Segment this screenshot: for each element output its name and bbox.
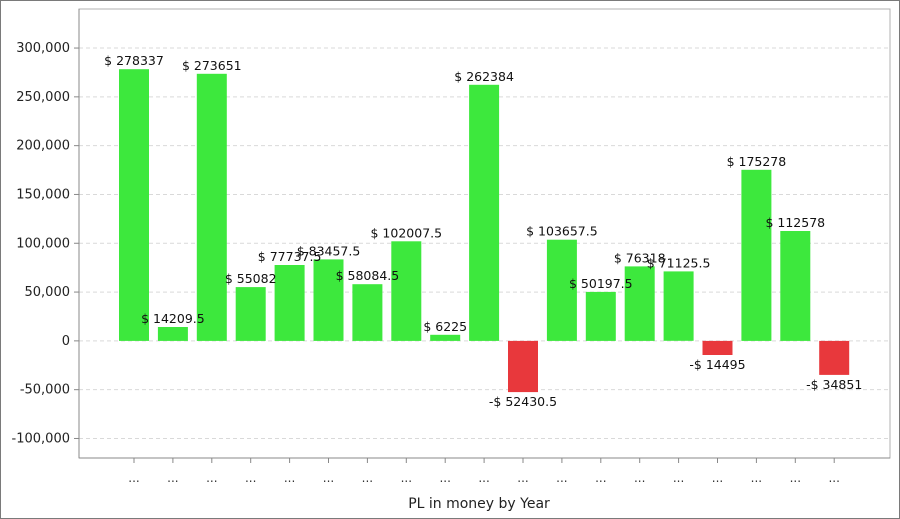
bars-layer xyxy=(119,69,850,393)
data-labels-layer: $ 278337 $ 14209.5 $ 273651 $ 55082 $ 77737.… xyxy=(104,53,862,409)
data-label: $ 58084.5 xyxy=(336,268,400,283)
y-tick-label: -100,000 xyxy=(12,431,70,446)
x-tick-label: ... xyxy=(362,471,373,485)
axis-layer: -100,000 -50,000 0 50,000 100,000 150,000 200,… xyxy=(12,9,890,485)
x-tick-label: ... xyxy=(712,471,723,485)
bar xyxy=(119,69,149,341)
data-label: $ 175278 xyxy=(727,154,787,169)
bar xyxy=(546,239,577,341)
bar xyxy=(585,291,616,341)
y-tick-label: 250,000 xyxy=(16,90,70,105)
bar xyxy=(819,340,850,375)
data-label: $ 50197.5 xyxy=(569,276,633,291)
bar xyxy=(235,287,266,341)
data-label: $ 273651 xyxy=(182,58,242,73)
data-label: $ 262384 xyxy=(454,69,514,84)
data-label: -$ 52430.5 xyxy=(489,394,557,409)
bar xyxy=(741,169,772,341)
data-label: $ 55082 xyxy=(225,271,277,286)
x-tick-label: ... xyxy=(751,471,762,485)
data-label: $ 76318 xyxy=(614,250,666,265)
bar xyxy=(196,73,227,341)
data-label: $ 102007.5 xyxy=(371,225,443,240)
x-tick-label: ... xyxy=(167,471,178,485)
bar xyxy=(469,84,500,341)
data-label: $ 278337 xyxy=(104,53,164,68)
data-label: $ 71125.5 xyxy=(647,255,711,270)
x-tick-label: ... xyxy=(790,471,801,485)
x-tick-label: ... xyxy=(556,471,567,485)
x-tick-label: ... xyxy=(634,471,645,485)
data-label: -$ 14495 xyxy=(689,357,745,372)
bar xyxy=(313,259,344,341)
bar xyxy=(274,265,305,341)
bar xyxy=(430,334,461,341)
x-tick-label: ... xyxy=(439,471,450,485)
x-tick-label: ... xyxy=(284,471,295,485)
bar xyxy=(780,231,811,341)
data-label: $ 83457.5 xyxy=(297,243,361,258)
y-tick-label: 300,000 xyxy=(16,41,70,56)
y-tick-label: -50,000 xyxy=(20,383,70,398)
data-label: $ 103657.5 xyxy=(526,224,598,239)
y-tick-label: 200,000 xyxy=(16,139,70,154)
x-tick-label: ... xyxy=(673,471,684,485)
bar xyxy=(663,271,694,341)
x-tick-label: ... xyxy=(128,471,139,485)
x-tick-label: ... xyxy=(206,471,217,485)
data-label: -$ 34851 xyxy=(806,377,862,392)
bar xyxy=(508,340,538,393)
bar xyxy=(157,327,188,341)
bar xyxy=(702,340,733,355)
y-tick-label: 0 xyxy=(62,334,70,349)
data-label: $ 112578 xyxy=(765,215,825,230)
x-tick-label: ... xyxy=(478,471,489,485)
y-tick-label: 150,000 xyxy=(16,187,70,202)
x-tick-label: ... xyxy=(245,471,256,485)
y-tick-label: 100,000 xyxy=(16,236,70,251)
bar xyxy=(391,241,422,341)
x-tick-label: ... xyxy=(323,471,334,485)
x-axis-title: PL in money by Year xyxy=(408,496,550,512)
data-label: $ 77737.5 xyxy=(258,249,322,264)
data-label: $ 6225 xyxy=(423,319,467,334)
data-label: $ 14209.5 xyxy=(141,311,205,326)
x-tick-label: ... xyxy=(828,471,839,485)
x-tick-label: ... xyxy=(595,471,606,485)
x-tick-label: ... xyxy=(401,471,412,485)
x-tick-label: ... xyxy=(517,471,528,485)
bar xyxy=(352,284,383,341)
bar xyxy=(624,266,655,341)
y-tick-label: 50,000 xyxy=(25,285,71,300)
